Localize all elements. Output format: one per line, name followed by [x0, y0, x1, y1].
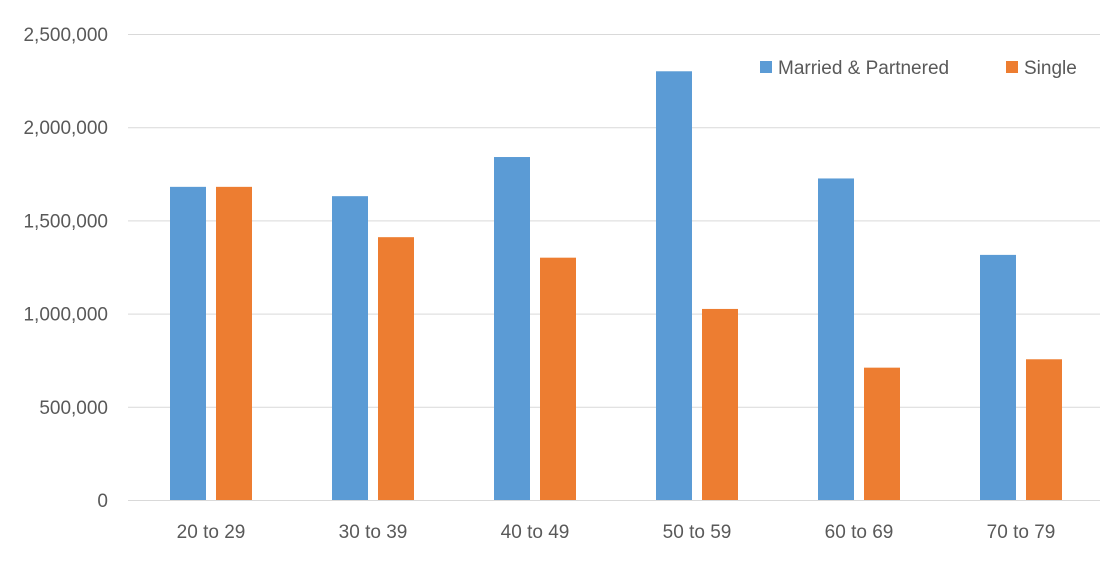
bar-single-2: [540, 257, 576, 500]
bar-married-partnered-5: [980, 254, 1016, 500]
bar-single-0: [216, 186, 252, 500]
bar-married-partnered-1: [332, 196, 368, 500]
x-tick-label: 70 to 79: [987, 522, 1056, 543]
legend-swatch: [1006, 61, 1018, 73]
legend: Married & Partnered Single: [760, 58, 1077, 79]
y-tick-label: 2,000,000: [23, 118, 108, 139]
bar-single-4: [864, 367, 900, 500]
gridlines: [128, 34, 1100, 501]
bar-married-partnered-2: [494, 157, 530, 501]
bars: [170, 71, 1062, 501]
x-tick-label: 60 to 69: [825, 522, 894, 543]
bar-single-3: [702, 308, 738, 500]
x-tick-label: 20 to 29: [177, 522, 246, 543]
y-tick-label: 1,500,000: [23, 211, 108, 232]
y-tick-label: 2,500,000: [23, 25, 108, 46]
x-tick-label: 50 to 59: [663, 522, 732, 543]
y-axis-tick-labels: 0 500,000 1,000,000 1,500,000 2,000,000 2,500…: [23, 25, 108, 512]
bar-married-partnered-0: [170, 186, 206, 500]
bar-single-5: [1026, 359, 1062, 500]
x-tick-label: 40 to 49: [501, 522, 570, 543]
bar-married-partnered-4: [818, 178, 854, 500]
y-tick-label: 0: [97, 491, 108, 512]
y-tick-label: 1,000,000: [23, 305, 108, 326]
x-axis-tick-labels: 20 to 29 30 to 39 40 to 49 50 to 59 60 to 69…: [177, 522, 1056, 543]
legend-swatch: [760, 61, 772, 73]
bar-single-1: [378, 237, 414, 500]
legend-label: Married & Partnered: [778, 58, 949, 79]
y-tick-label: 500,000: [39, 398, 108, 419]
x-tick-label: 30 to 39: [339, 522, 408, 543]
legend-label: Single: [1024, 58, 1077, 79]
bar-married-partnered-3: [656, 71, 692, 500]
